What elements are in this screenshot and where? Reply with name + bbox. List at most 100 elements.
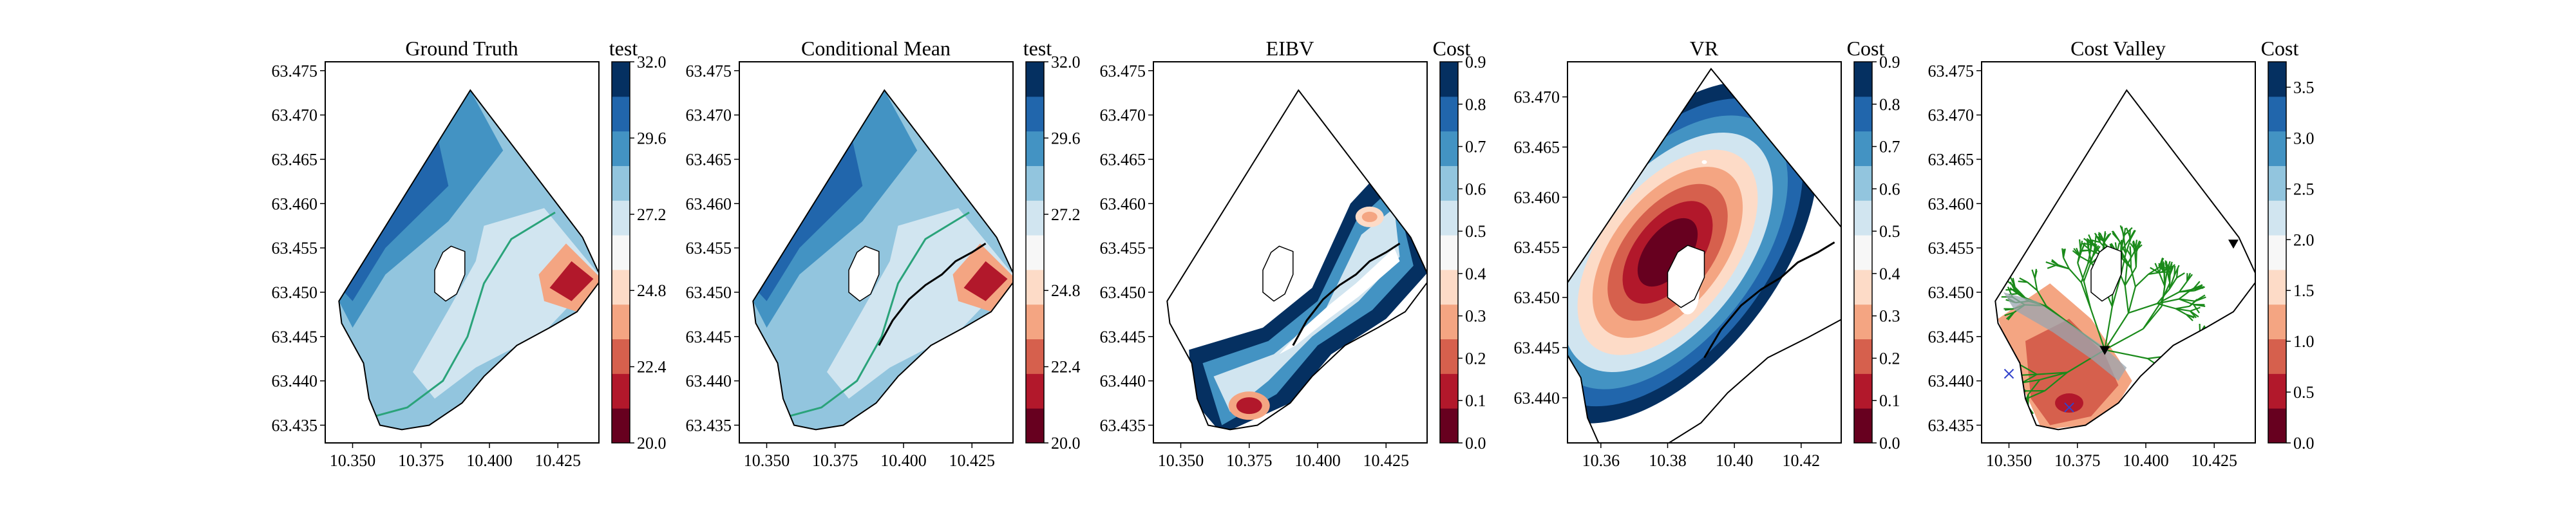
colorbar-segment [1854,304,1872,340]
rrt-branch [2009,382,2021,393]
colorbar-segment [612,304,630,340]
rrt-branch [1996,357,2006,361]
colorbar-segment [1854,235,1872,270]
rrt-branch [2027,281,2038,291]
rrt-branch [2007,393,2015,395]
panel-conditional-mean: Conditional Mean 10.350 10.375 10.400 10.42… [686,37,1081,470]
colorbar-segment [1440,235,1458,270]
island [1262,245,1294,302]
plot-frame [325,61,600,444]
colorbar-segment [1440,304,1458,340]
rrt-branch [2007,382,2021,387]
rrt-branch [2205,342,2213,347]
island [1667,245,1705,308]
rrt-branch [1995,355,2004,359]
colorbar-segment [2268,131,2286,166]
domain-outline [752,89,1013,431]
map-fill [1567,68,1841,443]
y-tick-label: 63.465 [272,150,318,169]
colorbar-tick-label: 27.2 [637,205,667,224]
rrt-branch [2158,265,2165,273]
rrt-branch [2080,263,2089,283]
rrt-branch [2127,286,2136,314]
rrt-branch [2104,306,2113,350]
colorbar-frame [611,61,630,444]
rrt-branch [2161,286,2166,306]
y-tick-label: 63.460 [1100,194,1146,213]
rrt-branch [2130,268,2136,287]
rrt-branch [2188,398,2193,407]
rrt-branch [2134,244,2143,252]
colorbar-tick-label: 0.0 [1879,434,1900,453]
rrt-branch [2000,393,2011,397]
colorbar-segment [2268,165,2286,201]
start-marker [2099,346,2110,355]
rrt-branch [2000,388,2009,395]
rrt-branch [2199,323,2201,333]
colorbar-tick-label: 20.0 [637,434,667,453]
rrt-branch [2195,350,2210,357]
y-tick-label: 63.460 [686,194,732,213]
rrt-branch [1995,364,2004,371]
y-tick-label: 63.465 [686,150,732,169]
y-ticks: 63.435 63.440 63.445 63.450 63.455 63.460 63.4… [686,62,739,435]
rrt-branch [2007,382,2016,386]
y-tick-label: 63.440 [272,372,318,391]
colorbar-tick-label: 0.5 [1465,222,1486,241]
rrt-branch [2179,281,2188,293]
rrt-branch [2044,371,2068,391]
rrt-branch [2088,234,2094,245]
rrt-branch [2176,344,2194,356]
colorbar-tick-label: 32.0 [1051,53,1081,71]
colorbar-tick-label: 0.1 [1465,391,1486,410]
rrt-branch [2175,268,2179,278]
rrt-branch [2111,274,2122,307]
colorbar-label: Cost [2261,37,2299,60]
colorbar-frame [1853,61,1873,444]
vr-ring [1701,160,1707,164]
rrt-branch [2009,379,2016,386]
map-fill [1166,89,1427,431]
colorbar-label: Cost [1847,37,1885,60]
colorbar-tick-label: 0.8 [1879,95,1900,114]
colorbar-segment [1854,408,1872,444]
colorbar-tick-label: 0.6 [1879,180,1900,198]
rrt-branch [2178,390,2190,400]
rrt-branch [2184,389,2193,404]
colorbar-tick-label: 32.0 [637,53,667,71]
y-tick-label: 63.435 [686,416,732,435]
rrt-branch [2125,238,2132,254]
rrt-branch [2168,270,2171,283]
salinity-band [549,261,594,301]
plot-frame [1567,61,1842,444]
colorbar-tick-label: 0.0 [1465,434,1486,453]
y-tick-label: 63.445 [272,328,318,346]
x-tick-label: 10.40 [1716,451,1754,470]
y-tick-label: 63.440 [1928,372,1975,391]
colorbar-segment [1026,269,1044,305]
rrt-branch [2154,263,2161,274]
rrt-branch [2205,339,2214,344]
rrt-branch [2192,333,2201,345]
rrt-branch [2003,404,2014,408]
salinity-field [753,90,1013,430]
cost-band [2055,393,2083,413]
colorbar: Cost 0.0 0.1 0.2 0.3 0.4 0.5 0.6 0.7 0.8 0.9 [1847,37,1900,453]
rrt-branch [2005,393,2012,402]
rrt-branch [2000,391,2010,397]
island [2090,245,2122,302]
colorbar: Cost 0.0 0.1 0.2 0.3 0.4 0.5 0.6 0.7 0.8 0.9 [1433,37,1486,453]
rrt-branch [2063,257,2070,270]
colorbar-tick-label: 0.9 [1465,53,1486,71]
rrt-branch [2176,272,2185,279]
rrt-branch [2168,277,2177,290]
colorbar-tick-label: 2.5 [2293,180,2315,198]
rrt-branch [2003,400,2013,406]
colorbar-tick-label: 0.8 [1465,95,1486,114]
colorbar-segment [612,96,630,132]
x-tick-label: 10.375 [2054,451,2101,470]
domain-outline [338,89,599,431]
rrt-branch [2188,398,2197,407]
rrt-branch [2026,389,2045,400]
y-ticks: 63.435 63.440 63.445 63.450 63.455 63.460 63.4… [272,62,325,435]
